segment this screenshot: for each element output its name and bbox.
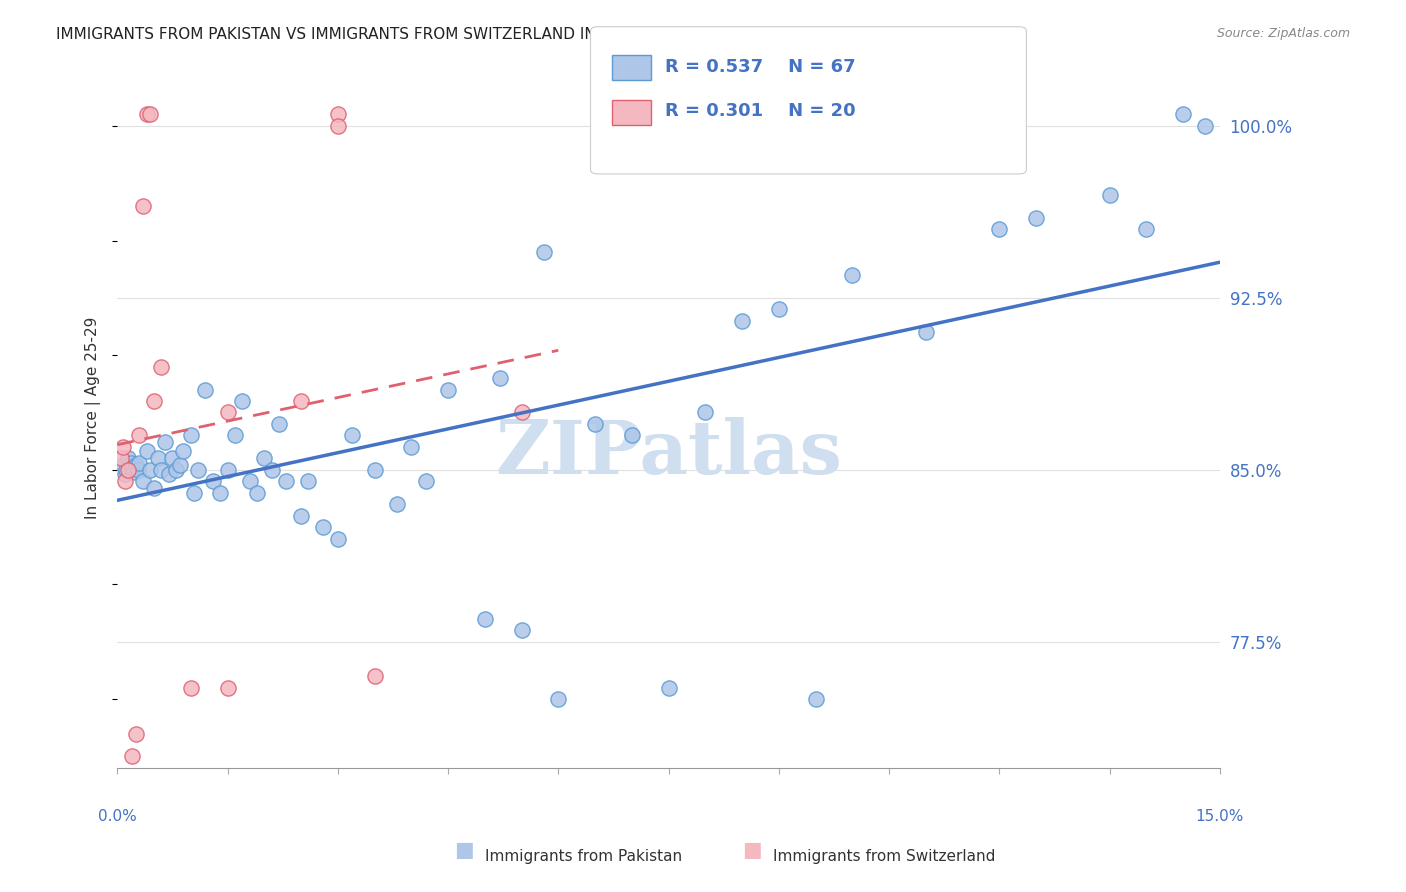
Point — [731, 314, 754, 328]
Text: 0.0%: 0.0% — [98, 809, 136, 824]
Point — [1098, 187, 1121, 202]
Point — [297, 475, 319, 489]
Point — [488, 371, 510, 385]
Text: Source: ZipAtlas.com: Source: ZipAtlas.com — [1216, 27, 1350, 40]
Point — [658, 681, 681, 695]
Point — [276, 475, 298, 489]
Point — [127, 463, 149, 477]
Point — [363, 463, 385, 477]
Point — [139, 463, 162, 477]
Point — [110, 451, 132, 466]
Point — [112, 440, 135, 454]
Point — [290, 508, 312, 523]
Point — [162, 451, 184, 466]
Point — [120, 456, 142, 470]
Point — [267, 417, 290, 431]
Text: R = 0.301    N = 20: R = 0.301 N = 20 — [665, 103, 856, 120]
Point — [804, 692, 827, 706]
Point — [187, 463, 209, 477]
Point — [312, 520, 335, 534]
Point — [201, 475, 224, 489]
Point — [128, 428, 150, 442]
Point — [224, 428, 246, 442]
Point — [363, 669, 385, 683]
Point — [121, 460, 143, 475]
Point — [132, 199, 155, 213]
Point — [342, 428, 364, 442]
Point — [209, 485, 232, 500]
Point — [1171, 107, 1194, 121]
Text: R = 0.537    N = 67: R = 0.537 N = 67 — [665, 58, 856, 76]
Point — [547, 692, 569, 706]
Point — [1194, 119, 1216, 133]
Point — [326, 532, 349, 546]
Point — [153, 435, 176, 450]
Point — [143, 481, 166, 495]
Text: 15.0%: 15.0% — [1195, 809, 1244, 824]
Point — [474, 612, 496, 626]
Point — [169, 458, 191, 473]
Point — [135, 444, 157, 458]
Point — [180, 428, 202, 442]
Point — [180, 681, 202, 695]
Point — [290, 394, 312, 409]
Point — [1135, 222, 1157, 236]
Point — [914, 325, 936, 339]
Point — [988, 222, 1011, 236]
Point — [146, 451, 169, 466]
Point — [124, 458, 146, 473]
Point — [124, 726, 146, 740]
Point — [239, 475, 262, 489]
Point — [326, 107, 349, 121]
Y-axis label: In Labor Force | Age 25-29: In Labor Force | Age 25-29 — [86, 317, 101, 519]
Point — [128, 456, 150, 470]
Point — [194, 383, 217, 397]
Point — [217, 405, 239, 419]
Point — [117, 451, 139, 466]
Point — [415, 475, 437, 489]
Point — [510, 405, 533, 419]
Point — [117, 463, 139, 477]
Point — [143, 394, 166, 409]
Point — [115, 463, 138, 477]
Point — [135, 107, 157, 121]
Point — [253, 451, 276, 466]
Point — [841, 268, 863, 282]
Point — [217, 681, 239, 695]
Text: ■: ■ — [742, 840, 762, 860]
Point — [768, 302, 790, 317]
Point — [695, 405, 717, 419]
Point — [510, 624, 533, 638]
Point — [165, 463, 187, 477]
Point — [583, 417, 606, 431]
Point — [114, 467, 136, 482]
Point — [246, 485, 269, 500]
Point — [401, 440, 423, 454]
Point — [112, 458, 135, 473]
Point — [183, 485, 205, 500]
Point — [385, 497, 408, 511]
Point — [172, 444, 194, 458]
Point — [150, 359, 173, 374]
Point — [139, 107, 162, 121]
Point — [121, 749, 143, 764]
Point — [132, 475, 155, 489]
Point — [620, 428, 643, 442]
Point — [122, 465, 145, 479]
Text: Immigrants from Switzerland: Immigrants from Switzerland — [773, 849, 995, 863]
Text: ■: ■ — [454, 840, 474, 860]
Point — [114, 475, 136, 489]
Point — [231, 394, 253, 409]
Text: ZIPatlas: ZIPatlas — [495, 417, 842, 490]
Point — [1025, 211, 1047, 225]
Point — [326, 119, 349, 133]
Text: Immigrants from Pakistan: Immigrants from Pakistan — [485, 849, 682, 863]
Point — [217, 463, 239, 477]
Point — [437, 383, 460, 397]
Point — [533, 244, 555, 259]
Point — [260, 463, 283, 477]
Text: IMMIGRANTS FROM PAKISTAN VS IMMIGRANTS FROM SWITZERLAND IN LABOR FORCE | AGE 25-: IMMIGRANTS FROM PAKISTAN VS IMMIGRANTS F… — [56, 27, 974, 43]
Point — [150, 463, 173, 477]
Point — [157, 467, 180, 482]
